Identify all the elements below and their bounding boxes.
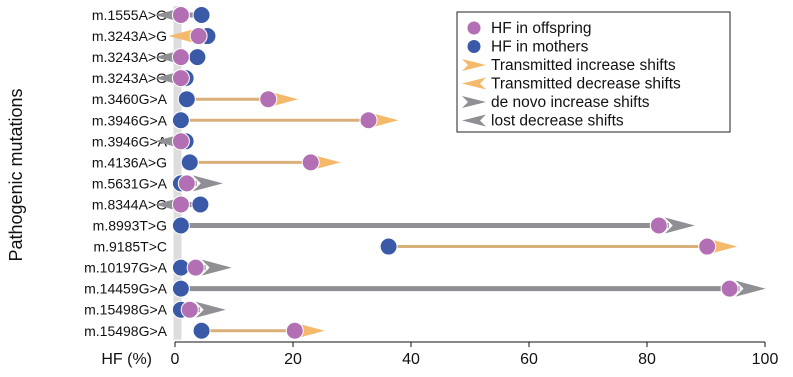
offspring-hf-point <box>285 321 304 340</box>
legend-box <box>456 11 731 133</box>
offspring-hf-point <box>186 258 205 277</box>
offspring-hf-point <box>171 6 190 24</box>
lost_decrease-legend-marker <box>462 114 486 127</box>
offspring-hf-point <box>189 27 208 46</box>
x-tick-label: 40 <box>402 351 420 368</box>
mother-hf-point <box>180 153 199 172</box>
legend-label: de novo increase shifts <box>491 94 650 111</box>
offspring-hf-point <box>359 111 378 130</box>
offspring-hf-point <box>649 216 668 235</box>
offspring-legend-marker <box>467 21 481 35</box>
y-axis-label: Pathogenic mutations <box>6 88 26 261</box>
mother-hf-point <box>171 111 190 130</box>
denovo_increase-legend-marker <box>462 96 486 108</box>
row-label: m.3243A>G <box>92 70 167 86</box>
offspring-hf-point <box>720 279 739 298</box>
shift-arrowhead <box>735 280 766 297</box>
mothers-legend-marker <box>467 40 481 53</box>
legend-label: lost decrease shifts <box>491 113 624 130</box>
x-axis-label: HF (%) <box>101 351 152 368</box>
mother-hf-point <box>188 48 207 67</box>
mother-hf-point <box>379 237 398 256</box>
transmitted_increase-legend-marker <box>462 59 486 71</box>
mother-hf-point <box>171 216 190 235</box>
mother-hf-point <box>191 195 210 214</box>
offspring-hf-point <box>171 48 190 67</box>
row-label: m.3460G>A <box>92 91 168 107</box>
transmitted_decrease-legend-marker <box>462 77 486 90</box>
mother-hf-point <box>192 321 211 340</box>
row-label: m.1555A>G <box>92 7 167 23</box>
row-label: m.14459G>A <box>84 281 168 297</box>
row-label: m.3243A>G <box>92 28 167 44</box>
x-axis: HF (%) <box>101 341 765 368</box>
row-label: m.15498G>A <box>84 323 168 339</box>
mother-hf-point <box>192 6 211 24</box>
offspring-hf-point <box>171 195 190 214</box>
hf-points <box>171 6 739 340</box>
row-label: m.15498G>A <box>84 302 168 318</box>
offspring-hf-point <box>171 132 190 151</box>
x-tick-label: 60 <box>520 351 538 368</box>
x-ticks: 0 20 40 60 80 100 <box>171 342 779 368</box>
legend-label: HF in mothers <box>491 39 589 56</box>
offspring-hf-point <box>698 237 717 256</box>
row-labels: m.1555A>G m.3243A>G m.3243A>G m.3243A>G m.34… <box>84 7 168 339</box>
row-label: m.3243A>G <box>92 49 167 65</box>
offspring-hf-point <box>177 174 196 193</box>
row-label: m.4136A>G <box>92 154 167 170</box>
shift-arrowhead <box>195 301 226 318</box>
row-label: m.3946G>A <box>92 133 168 149</box>
legend-label: HF in offspring <box>491 20 592 37</box>
mother-hf-point <box>177 90 196 109</box>
x-tick-label: 80 <box>638 351 656 368</box>
offspring-hf-point <box>301 153 320 172</box>
row-label: m.9185T>C <box>93 239 167 255</box>
legend-label: Transmitted increase shifts <box>491 57 676 74</box>
x-tick-label: 100 <box>752 351 779 368</box>
offspring-hf-point <box>171 69 190 88</box>
legend-label: Transmitted decrease shifts <box>491 76 681 93</box>
offspring-hf-point <box>259 90 278 109</box>
row-label: m.5631G>A <box>92 175 168 191</box>
mother-hf-point <box>171 279 190 298</box>
row-label: m.8344A>G <box>92 196 167 212</box>
x-tick-label: 20 <box>284 351 302 368</box>
shift-arrowhead <box>201 259 232 276</box>
row-label: m.8993T>G <box>93 218 167 234</box>
offspring-hf-point <box>180 300 199 319</box>
shift-arrowhead <box>192 175 223 192</box>
x-tick-label: 0 <box>171 351 180 368</box>
zero-band <box>173 6 182 340</box>
shift-arrowhead <box>664 217 695 234</box>
row-label: m.10197G>A <box>84 260 168 276</box>
row-label: m.3946G>A <box>92 112 168 128</box>
